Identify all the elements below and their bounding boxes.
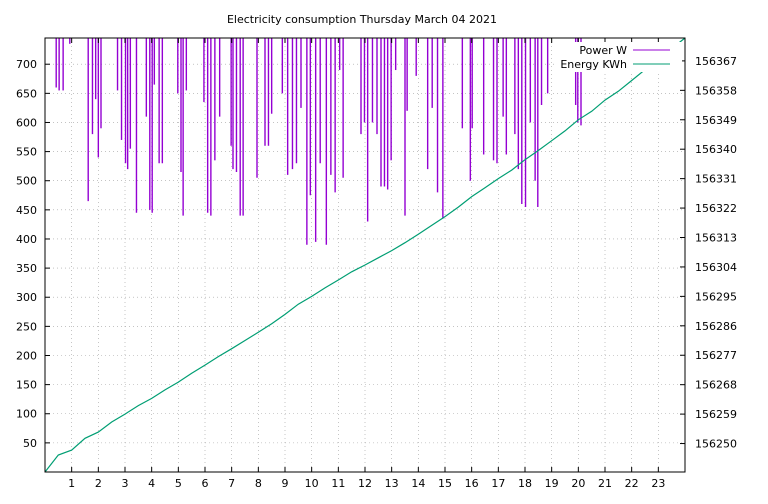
y2-tick-label: 156268 <box>695 379 737 392</box>
y2-tick-label: 156349 <box>695 114 737 127</box>
y-tick-label: 300 <box>16 291 37 304</box>
y2-tick-label: 156286 <box>695 320 737 333</box>
y-tick-label: 200 <box>16 349 37 362</box>
energy-line <box>44 37 686 473</box>
x-tick-label: 11 <box>331 477 345 490</box>
y-tick-label: 550 <box>16 146 37 159</box>
y2-tick-label: 156331 <box>695 173 737 186</box>
x-tick-label: 9 <box>282 477 289 490</box>
y2-tick-label: 156250 <box>695 438 737 451</box>
y-tick-label: 250 <box>16 320 37 333</box>
y-tick-label: 700 <box>16 58 37 71</box>
x-tick-label: 3 <box>122 477 129 490</box>
x-tick-label: 16 <box>465 477 479 490</box>
x-tick-label: 12 <box>358 477 372 490</box>
power-series <box>55 38 582 245</box>
x-tick-label: 22 <box>625 477 639 490</box>
x-tick-label: 5 <box>175 477 182 490</box>
axis-layer: 1 2 3 4 5 6 7 8 9 10 11 12 13 14 15 16 17 18 19 20 21 22 23501… <box>16 38 737 490</box>
x-tick-label: 23 <box>651 477 665 490</box>
x-tick-label: 4 <box>148 477 155 490</box>
y2-tick-label: 156295 <box>695 290 737 303</box>
y-tick-label: 600 <box>16 116 37 129</box>
y-tick-label: 650 <box>16 87 37 100</box>
y2-tick-label: 156340 <box>695 143 737 156</box>
y-tick-label: 450 <box>16 204 37 217</box>
y2-tick-label: 156367 <box>695 55 737 68</box>
x-tick-label: 10 <box>305 477 319 490</box>
legend-label-energy: Energy KWh <box>560 58 627 71</box>
x-tick-label: 8 <box>255 477 262 490</box>
x-tick-label: 21 <box>598 477 612 490</box>
legend: Power W Energy KWh <box>556 42 682 72</box>
y-tick-label: 500 <box>16 175 37 188</box>
x-tick-label: 13 <box>385 477 399 490</box>
x-tick-label: 6 <box>202 477 209 490</box>
legend-background <box>556 42 682 72</box>
x-tick-label: 17 <box>491 477 505 490</box>
y2-tick-label: 156304 <box>695 261 737 274</box>
x-tick-label: 15 <box>438 477 452 490</box>
y-tick-label: 350 <box>16 262 37 275</box>
x-tick-label: 2 <box>95 477 102 490</box>
y-tick-label: 100 <box>16 408 37 421</box>
legend-label-power: Power W <box>579 44 627 57</box>
y2-tick-label: 156358 <box>695 84 737 97</box>
x-tick-label: 20 <box>571 477 585 490</box>
y2-tick-label: 156322 <box>695 202 737 215</box>
x-tick-label: 7 <box>228 477 235 490</box>
energy-series <box>44 37 686 473</box>
y-tick-label: 50 <box>23 437 37 450</box>
x-tick-label: 1 <box>68 477 75 490</box>
x-tick-label: 14 <box>411 477 425 490</box>
y2-tick-label: 156277 <box>695 349 737 362</box>
x-tick-label: 18 <box>518 477 532 490</box>
y-tick-label: 400 <box>16 233 37 246</box>
y2-tick-label: 156313 <box>695 232 737 245</box>
y-tick-label: 150 <box>16 379 37 392</box>
y2-tick-label: 156259 <box>695 408 737 421</box>
chart-title: Electricity consumption Thursday March 0… <box>227 13 497 26</box>
x-tick-label: 19 <box>545 477 559 490</box>
